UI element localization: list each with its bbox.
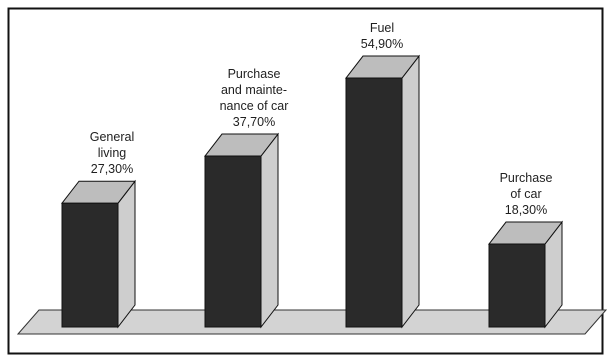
bar-side-1 [117,179,136,329]
bar-category-label: living [98,146,127,160]
bar-label-2: Purchase and mainte-nance of car 37,70% [220,67,289,129]
bar-value-label: 27,30% [91,162,133,176]
bar-front-1 [61,202,119,328]
bar-category-label: nance of car [220,99,289,113]
bar-category-label: of car [510,187,541,201]
labels-layer: General living 27,30% Purchase and mainte-na… [90,21,553,217]
bar-label-3: Fuel 54,90% [361,21,403,51]
bar-front-2 [204,155,262,328]
bar-value-label: 37,70% [233,115,275,129]
bar-category-label: and mainte- [221,83,287,97]
bar-2 [203,132,280,329]
bar-side-2 [260,132,279,329]
bar-category-label: Fuel [370,21,394,35]
bar-front-4 [488,243,546,328]
bar-label-1: General living 27,30% [90,130,134,176]
floor-plane [16,309,608,335]
bars-layer [60,54,564,329]
bar-4 [487,220,564,329]
bar-label-4: Purchase of car 18,30% [500,171,553,217]
bar-category-label: Purchase [228,67,281,81]
bar-value-label: 18,30% [505,203,547,217]
bar-category-label: General [90,130,134,144]
bar-side-3 [401,54,420,329]
bar-value-label: 54,90% [361,37,403,51]
bar-1 [60,179,137,329]
bar-category-label: Purchase [500,171,553,185]
bar-3 [344,54,421,329]
bar-front-3 [345,77,403,328]
